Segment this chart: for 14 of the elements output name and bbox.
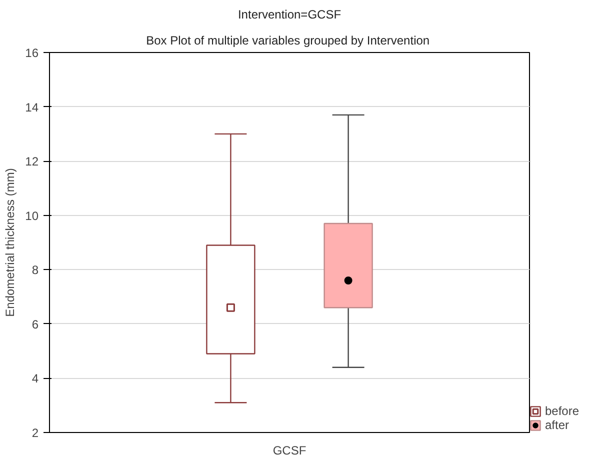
y-tick-label: 16	[25, 46, 39, 60]
legend-label: before	[545, 404, 580, 418]
y-tick-label: 2	[32, 426, 39, 440]
x-tick-label: GCSF	[272, 444, 306, 458]
y-tick-label: 14	[25, 100, 39, 114]
legend-label: after	[545, 418, 570, 432]
chart-subtitle: Box Plot of multiple variables grouped by Intervention	[146, 34, 430, 48]
y-tick-label: 8	[32, 263, 39, 278]
y-tick-label: 12	[25, 154, 39, 169]
y-tick-label: 6	[32, 317, 39, 332]
y-axis-title: Endometrial thickness (mm)	[3, 168, 18, 317]
y-tick-label: 10	[25, 208, 39, 223]
y-tick-label: 4	[32, 372, 39, 386]
chart-title: Intervention=GCSF	[238, 8, 342, 22]
